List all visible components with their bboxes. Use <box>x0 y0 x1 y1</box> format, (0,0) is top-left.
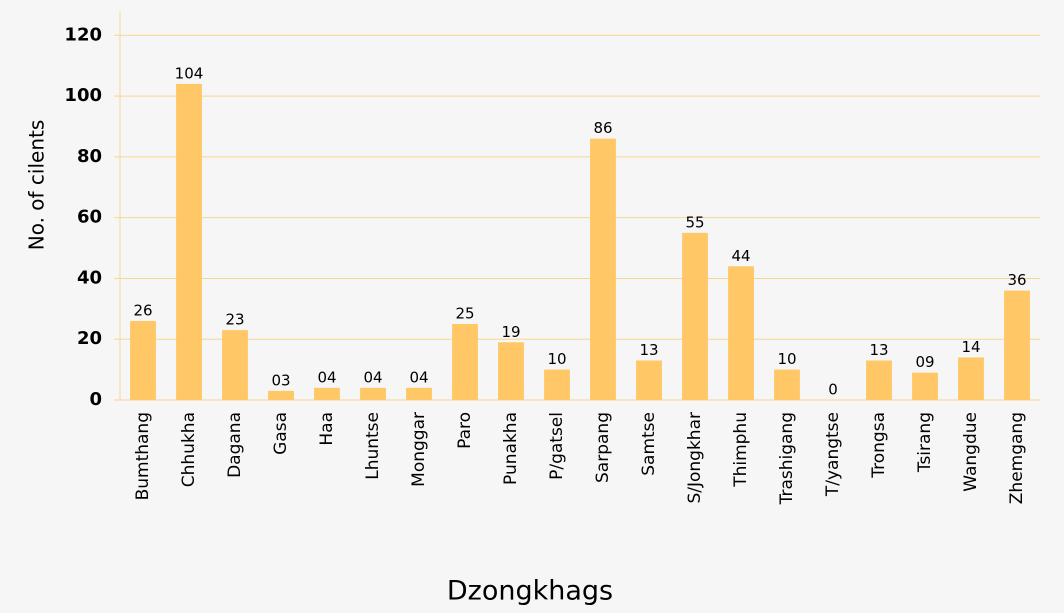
x-tick-label: Gasa <box>271 412 291 455</box>
y-tick-label: 0 <box>89 389 102 410</box>
value-label: 25 <box>455 305 474 323</box>
value-label: 14 <box>961 338 980 356</box>
value-label: 44 <box>731 247 750 265</box>
x-tick-label: Tsirang <box>915 412 935 473</box>
bar <box>912 372 938 400</box>
value-label: 36 <box>1007 271 1026 289</box>
bar <box>866 360 892 400</box>
value-label: 0 <box>828 381 838 399</box>
x-tick-label: Trashigang <box>777 412 797 505</box>
bar <box>452 324 478 400</box>
value-label: 09 <box>915 353 934 371</box>
bar <box>636 360 662 400</box>
x-tick-label: Sarpang <box>593 412 613 483</box>
bar <box>498 342 524 400</box>
bar <box>130 320 156 400</box>
x-tick-label: T/yangtse <box>823 412 843 497</box>
bar <box>176 83 202 400</box>
value-label: 04 <box>363 368 382 386</box>
value-label: 104 <box>175 64 204 82</box>
x-tick-label: Zhemgang <box>1007 412 1027 504</box>
x-tick-label: Monggar <box>409 412 429 487</box>
bar <box>360 387 386 400</box>
y-axis-title: No. of cilents <box>25 120 49 251</box>
value-label: 13 <box>639 341 658 359</box>
value-label: 04 <box>317 368 336 386</box>
x-tick-label: Trongsa <box>869 412 889 479</box>
y-tick-label: 60 <box>77 207 102 228</box>
value-label: 04 <box>409 368 428 386</box>
value-label: 86 <box>593 119 612 137</box>
bar <box>958 357 984 400</box>
bar <box>590 138 616 400</box>
y-tick-label: 80 <box>77 146 102 167</box>
x-tick-label: Samtse <box>639 412 659 476</box>
x-tick-label: Punakha <box>501 412 521 485</box>
bar <box>268 390 294 400</box>
value-label: 55 <box>685 213 704 231</box>
y-tick-label: 40 <box>77 267 102 288</box>
value-label: 19 <box>501 323 520 341</box>
bar <box>728 266 754 400</box>
bar <box>682 232 708 400</box>
y-tick-label: 20 <box>77 328 102 349</box>
bar <box>222 330 248 400</box>
value-label: 26 <box>133 301 152 319</box>
x-tick-label: Dagana <box>225 412 245 478</box>
value-label: 10 <box>777 350 796 368</box>
x-axis-title: Dzongkhags <box>447 576 613 607</box>
x-tick-label: S/Jongkhar <box>685 412 705 504</box>
value-label: 23 <box>225 311 244 329</box>
bar <box>314 387 340 400</box>
x-tick-label: Lhuntse <box>363 412 383 480</box>
x-tick-label: Thimphu <box>731 412 751 488</box>
bar <box>774 369 800 400</box>
bar <box>406 387 432 400</box>
x-tick-label: P/gatsel <box>547 412 567 480</box>
y-tick-label: 100 <box>64 85 102 106</box>
value-label: 10 <box>547 350 566 368</box>
x-tick-label: Paro <box>455 412 475 449</box>
x-tick-label: Wangdue <box>961 412 981 492</box>
y-tick-label: 120 <box>64 24 102 45</box>
bar <box>1004 290 1030 400</box>
value-label: 03 <box>271 371 290 389</box>
x-tick-label: Haa <box>317 412 337 446</box>
value-label: 13 <box>869 341 888 359</box>
bar <box>544 369 570 400</box>
x-tick-label: Bumthang <box>133 412 153 500</box>
x-tick-label: Chhukha <box>179 412 199 487</box>
